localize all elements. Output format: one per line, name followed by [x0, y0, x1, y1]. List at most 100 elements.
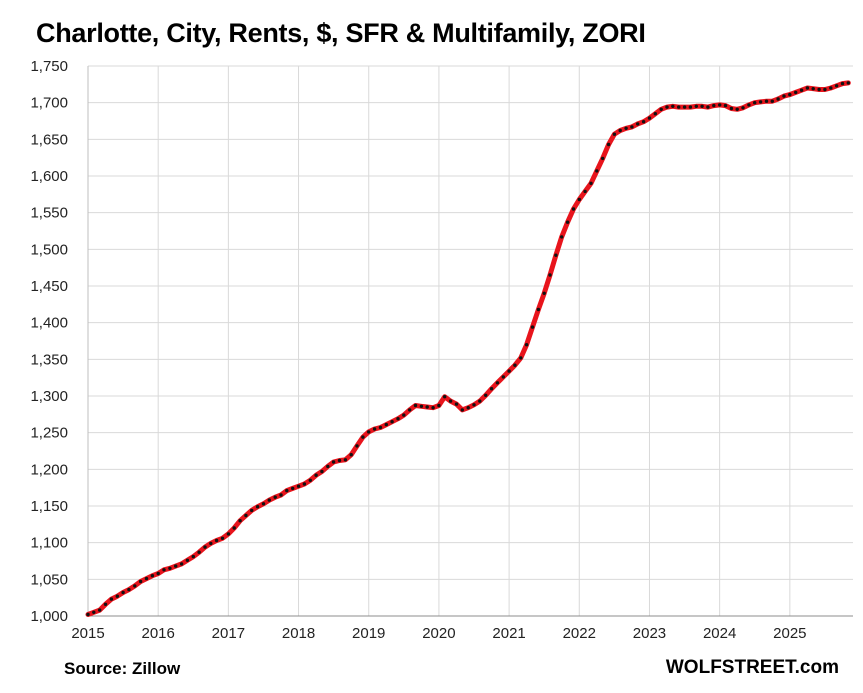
- data-point: [384, 422, 388, 427]
- grid-lines: [88, 65, 853, 616]
- data-point: [255, 505, 260, 509]
- data-point: [641, 120, 646, 124]
- data-point: [127, 587, 131, 592]
- x-tick-label: 2015: [71, 625, 104, 642]
- data-point: [331, 460, 336, 464]
- data-point: [279, 493, 283, 497]
- data-point: [489, 387, 494, 391]
- data-point: [226, 532, 231, 536]
- data-point: [712, 103, 716, 108]
- data-point: [501, 375, 505, 379]
- y-tick-label: 1,400: [30, 315, 68, 332]
- data-point: [782, 94, 786, 98]
- data-point: [513, 363, 517, 367]
- data-point: [694, 104, 698, 109]
- data-point: [361, 435, 365, 439]
- data-point: [191, 554, 195, 559]
- source-note: Source: Zillow: [64, 659, 181, 678]
- data-point: [220, 536, 225, 540]
- data-point: [788, 92, 792, 97]
- data-point: [285, 488, 289, 493]
- data-point: [115, 594, 120, 598]
- data-point: [729, 106, 734, 111]
- data-point: [805, 86, 810, 90]
- y-tick-label: 1,050: [30, 571, 68, 588]
- brand-label: WOLFSTREET.com: [665, 657, 839, 678]
- data-point: [372, 427, 377, 431]
- data-point: [653, 112, 657, 116]
- data-point: [408, 408, 412, 412]
- data-point: [402, 413, 406, 417]
- data-point: [688, 105, 693, 109]
- data-point: [560, 235, 564, 239]
- data-point: [484, 393, 488, 397]
- data-point: [314, 473, 318, 477]
- data-point: [232, 526, 236, 530]
- data-point: [799, 88, 804, 92]
- data-point: [776, 97, 780, 101]
- data-point: [443, 395, 447, 399]
- data-point: [770, 99, 774, 103]
- data-point: [413, 403, 418, 408]
- data-point: [296, 484, 301, 488]
- data-point: [747, 103, 751, 107]
- data-point: [337, 458, 342, 463]
- x-tick-label: 2016: [141, 625, 174, 642]
- data-point: [349, 453, 353, 457]
- data-point: [466, 406, 470, 410]
- data-point: [478, 399, 482, 403]
- data-point: [448, 399, 453, 403]
- data-point: [834, 84, 839, 88]
- data-point: [343, 458, 348, 462]
- data-point: [390, 420, 394, 424]
- x-tick-label: 2020: [422, 625, 455, 642]
- data-point: [565, 220, 570, 224]
- data-point: [840, 81, 845, 86]
- y-axis-tick-labels: 1,000 1,050 1,100 1,150 1,200 1,250 1,300 1,350…: [30, 58, 68, 625]
- y-tick-label: 1,150: [30, 498, 68, 515]
- data-point: [174, 564, 178, 568]
- data-point: [419, 404, 424, 408]
- data-point: [677, 105, 681, 109]
- data-point: [425, 405, 429, 409]
- x-tick-label: 2017: [212, 625, 245, 642]
- data-point: [741, 106, 745, 110]
- data-point: [355, 444, 359, 448]
- data-point: [794, 90, 798, 95]
- data-point: [431, 406, 435, 410]
- data-point: [460, 408, 464, 412]
- data-point: [723, 103, 728, 108]
- data-point: [554, 253, 558, 257]
- data-point: [308, 478, 312, 482]
- data-point: [823, 87, 827, 92]
- data-point: [92, 610, 96, 614]
- data-point: [764, 99, 769, 103]
- y-tick-label: 1,450: [30, 278, 68, 295]
- data-point: [636, 122, 640, 126]
- y-tick-label: 1,200: [30, 461, 68, 478]
- data-point: [367, 430, 371, 434]
- x-tick-label: 2018: [282, 625, 315, 642]
- x-axis-tick-labels: 2015 2016 2017 2018 2019 2020 2021 2022 2023 2024…: [71, 625, 806, 642]
- x-tick-label: 2019: [352, 625, 385, 642]
- data-point: [829, 86, 833, 90]
- data-point: [507, 369, 511, 373]
- data-point: [396, 417, 400, 421]
- data-point: [735, 107, 739, 112]
- y-tick-label: 1,650: [30, 131, 68, 148]
- data-point: [536, 307, 541, 312]
- data-point: [758, 100, 763, 104]
- data-point: [179, 562, 184, 566]
- data-point: [214, 538, 219, 543]
- data-point: [250, 508, 254, 513]
- y-tick-label: 1,600: [30, 168, 68, 185]
- data-point: [817, 87, 821, 92]
- data-point: [753, 101, 757, 105]
- data-point: [121, 590, 125, 595]
- axes: [87, 66, 853, 617]
- data-point: [238, 519, 242, 523]
- data-point: [326, 464, 330, 469]
- chart-title: Charlotte, City, Rents, $, SFR & Multifa…: [36, 18, 646, 48]
- y-tick-label: 1,550: [30, 205, 68, 222]
